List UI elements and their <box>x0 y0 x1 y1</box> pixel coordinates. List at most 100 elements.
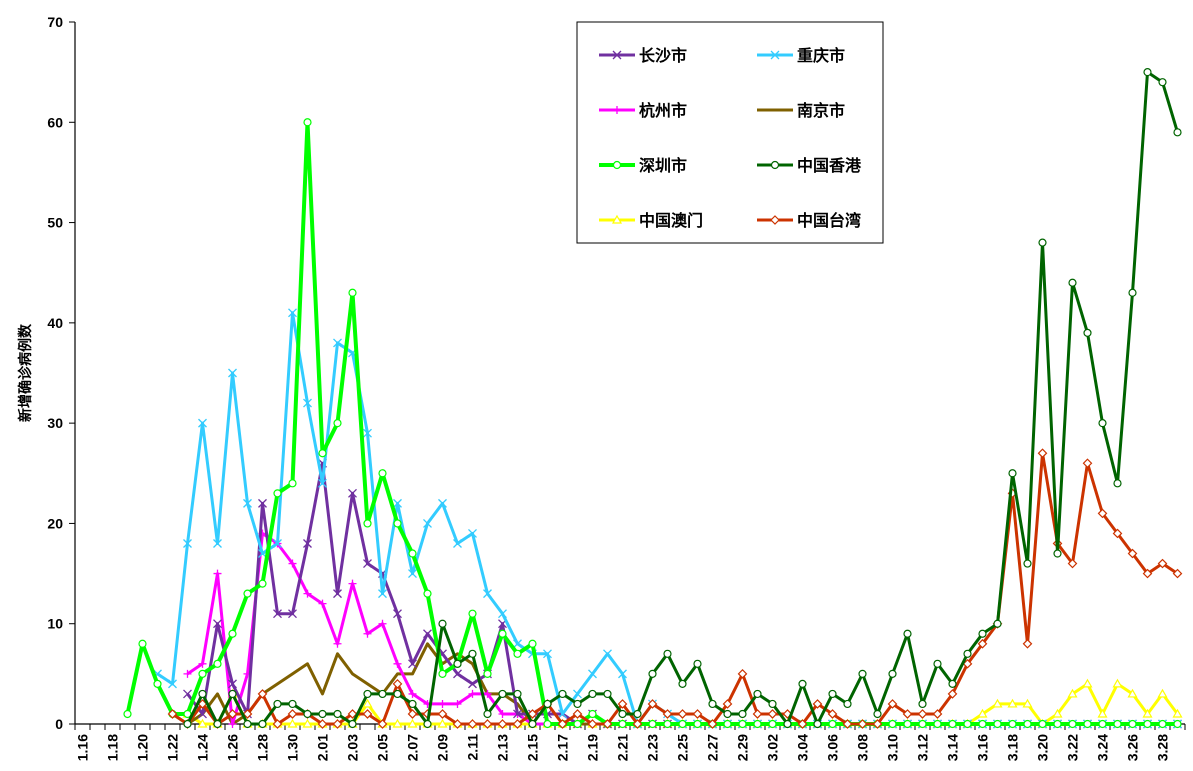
legend-label: 杭州市 <box>639 101 687 120</box>
circle-marker <box>273 489 282 498</box>
circle-marker <box>918 719 927 729</box>
diamond-marker <box>917 709 928 719</box>
triangle-marker <box>1097 708 1108 718</box>
circle-marker <box>348 719 357 729</box>
y-tick-label: 50 <box>47 215 63 231</box>
x-marker <box>468 528 477 538</box>
legend-label: 长沙市 <box>639 46 687 65</box>
x-marker <box>228 368 237 378</box>
x-marker <box>273 609 282 619</box>
legend-label: 中国香港 <box>797 156 862 175</box>
x-marker <box>348 488 357 498</box>
plus-marker <box>213 569 222 578</box>
diamond-marker <box>482 719 493 729</box>
diamond-marker <box>1172 568 1183 579</box>
circle-marker <box>1098 419 1107 428</box>
x-marker <box>770 50 780 60</box>
circle-marker <box>243 589 252 598</box>
x-marker <box>513 709 522 719</box>
circle-marker <box>1128 288 1137 297</box>
circle-marker <box>423 719 432 729</box>
x-tick-label: 1.18 <box>105 734 121 761</box>
x-marker <box>618 669 627 679</box>
series-5 <box>183 68 1182 729</box>
diamond-marker <box>557 719 568 729</box>
circle-marker <box>438 669 447 678</box>
x-tick-label: 3.10 <box>885 734 901 761</box>
circle-marker <box>483 709 492 719</box>
circle-marker <box>543 699 552 709</box>
circle-marker <box>1083 719 1092 729</box>
circle-marker <box>678 679 687 688</box>
diamond-marker <box>572 709 583 719</box>
diamond-marker <box>632 719 643 729</box>
x-marker <box>243 498 252 508</box>
x-marker <box>333 338 342 348</box>
circle-marker <box>558 689 567 699</box>
x-marker <box>258 498 267 508</box>
diamond-marker <box>467 719 478 729</box>
x-tick-label: 2.23 <box>645 734 661 761</box>
circle-marker <box>1053 549 1062 558</box>
circle-marker <box>228 629 237 638</box>
circle-marker <box>693 659 702 668</box>
diamond-marker <box>242 709 253 719</box>
circle-marker <box>858 669 867 678</box>
plus-marker <box>288 559 297 568</box>
x-marker <box>333 589 342 599</box>
diamond-marker <box>677 709 688 719</box>
triangle-marker <box>407 718 418 728</box>
diamond-marker <box>407 709 418 719</box>
x-marker <box>303 539 312 548</box>
circle-marker <box>1023 719 1032 729</box>
circle-marker <box>768 699 777 709</box>
diamond-marker <box>842 719 853 729</box>
x-tick-label: 3.06 <box>825 734 841 761</box>
diamond-marker <box>692 709 703 719</box>
circle-marker <box>198 689 207 699</box>
y-tick-label: 40 <box>47 315 63 331</box>
triangle-marker <box>1172 708 1183 718</box>
x-marker <box>558 709 567 719</box>
x-marker <box>438 498 447 508</box>
diamond-marker <box>512 719 523 729</box>
diamond-marker <box>332 719 343 729</box>
circle-marker <box>408 699 417 709</box>
diamond-marker <box>587 719 598 729</box>
circle-marker <box>978 719 987 729</box>
x-tick-label: 1.26 <box>225 734 241 761</box>
y-axis-label: 新增确诊病例数 <box>17 323 34 422</box>
legend-label: 中国澳门 <box>639 211 703 230</box>
diamond-marker <box>287 709 298 719</box>
x-tick-label: 2.27 <box>705 734 721 761</box>
x-marker <box>588 669 597 679</box>
circle-marker <box>993 719 1002 729</box>
circle-marker <box>513 649 522 658</box>
circle-marker <box>528 719 537 729</box>
diamond-marker <box>887 699 898 709</box>
circle-marker <box>573 699 582 709</box>
circle-marker <box>738 709 747 719</box>
triangle-marker <box>1157 688 1168 698</box>
triangle-marker <box>392 718 403 728</box>
circle-marker <box>813 719 822 729</box>
diamond-marker <box>1022 638 1033 649</box>
diamond-marker <box>497 719 508 729</box>
diamond-marker <box>947 689 958 699</box>
plus-marker <box>318 599 327 608</box>
legend-label: 中国台湾 <box>797 211 861 230</box>
x-marker <box>288 609 297 619</box>
diamond-marker <box>377 719 388 729</box>
circle-marker <box>1173 128 1182 137</box>
x-tick-label: 3.12 <box>915 734 931 761</box>
x-marker <box>408 569 417 579</box>
circle-marker <box>933 659 942 668</box>
diamond-marker <box>770 215 780 225</box>
plus-marker <box>438 699 447 708</box>
circle-marker <box>708 699 717 709</box>
diamond-marker <box>617 699 628 709</box>
circle-marker <box>513 689 522 699</box>
circle-marker <box>1158 719 1167 729</box>
circle-marker <box>770 160 780 170</box>
circle-marker <box>138 639 147 648</box>
